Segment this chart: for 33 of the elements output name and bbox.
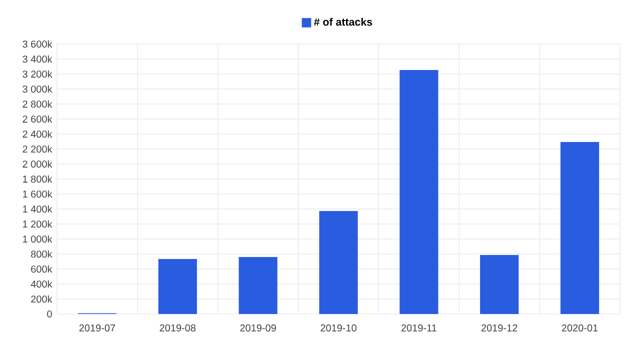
y-tick-label: 3 600k bbox=[22, 40, 52, 48]
bar bbox=[560, 142, 600, 314]
bar bbox=[238, 256, 278, 314]
y-tick-label: 600k bbox=[31, 265, 52, 273]
y-tick-label: 3 200k bbox=[22, 70, 52, 78]
y-tick-label: 2 600k bbox=[22, 115, 52, 123]
x-tick-label: 2019-09 bbox=[240, 324, 276, 332]
bar bbox=[400, 70, 438, 314]
x-tick-label: 2019-07 bbox=[79, 324, 116, 332]
bar bbox=[480, 254, 519, 314]
y-tick-label: 2 800k bbox=[22, 100, 52, 108]
x-tick-label: 2019-10 bbox=[320, 324, 356, 332]
x-tick-label: 2020-01 bbox=[562, 324, 598, 332]
x-tick-label: 2019-08 bbox=[160, 324, 196, 332]
x-tick-label: 2019-12 bbox=[482, 324, 518, 332]
bar bbox=[319, 211, 358, 314]
y-tick-label: 3 400k bbox=[22, 55, 52, 63]
y-tick-label: 3 000k bbox=[22, 85, 52, 93]
y-tick-label: 1 200k bbox=[23, 220, 52, 228]
y-tick-label: 2 200k bbox=[22, 145, 52, 153]
y-tick-label: 1 400k bbox=[23, 205, 52, 213]
y-tick-label: 1 000k bbox=[23, 235, 52, 243]
y-tick-label: 2 400k bbox=[22, 130, 52, 138]
y-tick-label: 800k bbox=[31, 250, 52, 258]
y-tick-label: 2 000k bbox=[22, 160, 52, 168]
y-tick-label: 400k bbox=[30, 280, 52, 288]
x-tick-label: 2019-11 bbox=[401, 324, 436, 332]
bar bbox=[158, 259, 197, 314]
y-tick-label: 0 bbox=[47, 310, 52, 318]
y-tick-label: 200k bbox=[31, 295, 52, 303]
legend-label: # of attacks bbox=[314, 18, 372, 26]
y-tick-label: 1 800k bbox=[23, 175, 52, 183]
y-tick-label: 1 600k bbox=[23, 190, 52, 198]
